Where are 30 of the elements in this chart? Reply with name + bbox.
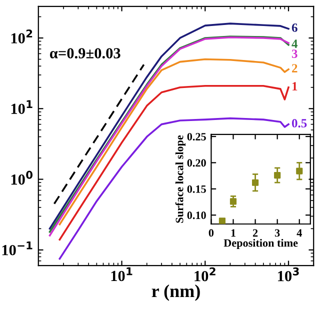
series-label: 0.5 <box>292 119 307 128</box>
x-tick-label: 4 <box>296 229 302 237</box>
x-axis-title: r (nm) <box>152 284 200 301</box>
x-tick-label: 3 <box>274 229 280 237</box>
x-tick-label: 10$^{1}$ <box>111 267 132 282</box>
y-tick-label: 10$^{0}$ <box>11 170 33 185</box>
y-tick-label: 10$^{2}$ <box>11 29 32 44</box>
y-tick-label: 0.15 <box>187 185 206 193</box>
y-tick-label: 0.10 <box>187 212 206 220</box>
point <box>296 168 303 174</box>
y-tick-label: 0.20 <box>187 159 206 167</box>
point <box>230 198 237 205</box>
annotation: α=0.9±0.03 <box>50 48 120 58</box>
x-tick-label: 0 <box>208 229 214 237</box>
series-label: 2 <box>292 64 298 72</box>
x-tick-label: 1 <box>231 229 236 237</box>
x-tick-label: 10$^{3}$ <box>278 267 299 282</box>
x-tick-label: 2 <box>252 229 258 237</box>
series-label: 6 <box>292 24 298 32</box>
series-label: 4 <box>292 40 298 48</box>
y-tick-label: 10$^{−1}$ <box>2 242 32 256</box>
series-label: 3 <box>292 50 298 58</box>
point <box>274 172 281 179</box>
y-axis-title: Surface local slope <box>175 135 186 223</box>
x-axis-title: Deposition time <box>224 238 298 250</box>
point <box>252 179 259 186</box>
y-tick-label: 0.25 <box>187 132 206 141</box>
point <box>218 218 226 224</box>
y-tick-label: 10$^{1}$ <box>11 100 32 114</box>
series-label: 1 <box>292 82 298 90</box>
